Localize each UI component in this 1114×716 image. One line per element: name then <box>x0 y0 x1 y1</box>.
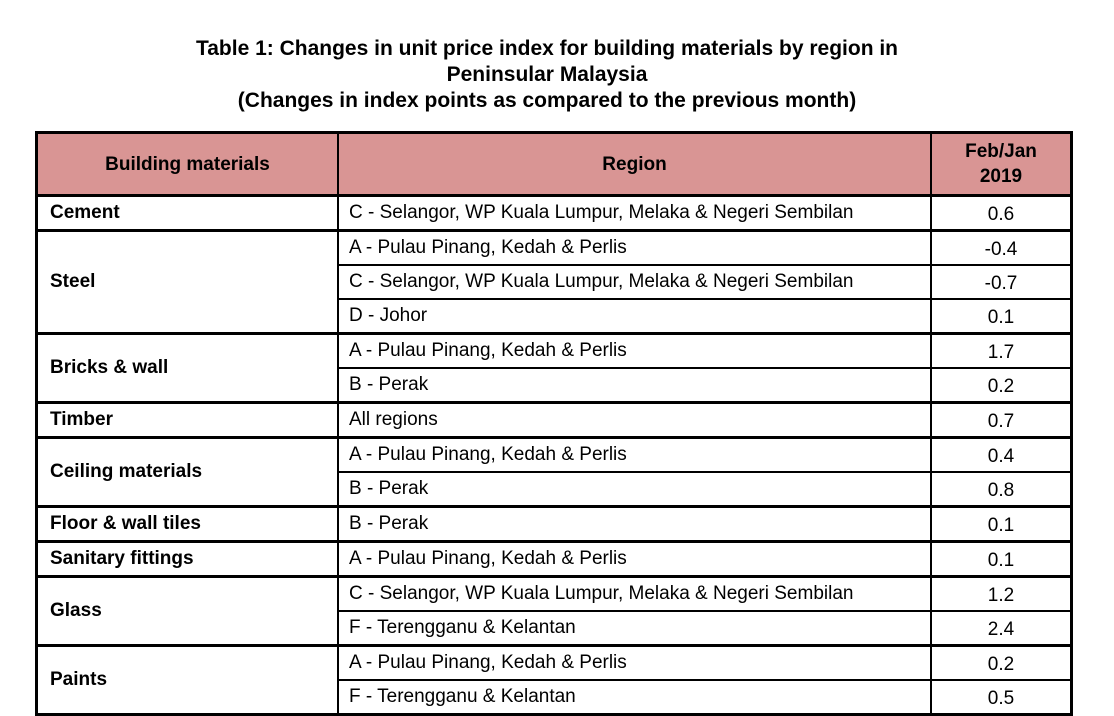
value-cell: 0.1 <box>930 505 1073 543</box>
header-region: Region <box>337 131 932 197</box>
value-cell: 0.2 <box>930 367 1073 404</box>
region-cell: B - Perak <box>337 367 932 404</box>
material-cell: Sanitary fittings <box>35 540 339 578</box>
region-cell: F - Terengganu & Kelantan <box>337 610 932 647</box>
region-cell: F - Terengganu & Kelantan <box>337 679 932 716</box>
value-cell: 0.2 <box>930 644 1073 681</box>
region-cell: B - Perak <box>337 505 932 543</box>
region-cell: A - Pulau Pinang, Kedah & Perlis <box>337 540 932 578</box>
material-cell: Steel <box>35 229 339 335</box>
table-row: B - Perak 0.8 <box>37 471 1073 508</box>
table-row: Bricks & wall A - Pulau Pinang, Kedah & P… <box>35 332 1073 404</box>
value-cell: 1.7 <box>930 332 1073 369</box>
region-cell: D - Johor <box>337 298 932 335</box>
region-cell: A - Pulau Pinang, Kedah & Perlis <box>337 229 932 266</box>
price-index-table: Building materials Region Feb/Jan 2019 Ce… <box>35 131 1073 716</box>
material-cell: Bricks & wall <box>35 332 339 404</box>
table-row: F - Terengganu & Kelantan 2.4 <box>37 610 1073 647</box>
region-cell: A - Pulau Pinang, Kedah & Perlis <box>337 644 932 681</box>
table-row: C - Selangor, WP Kuala Lumpur, Melaka & … <box>37 264 1073 300</box>
value-cell: -0.7 <box>930 264 1073 300</box>
value-cell: 0.4 <box>930 436 1073 473</box>
value-cell: 0.6 <box>930 194 1073 232</box>
material-cell: Timber <box>35 401 339 439</box>
table-row: Steel A - Pulau Pinang, Kedah & Perlis -0.… <box>35 229 1073 335</box>
table-row: Paints A - Pulau Pinang, Kedah & Perlis 0.… <box>35 644 1073 716</box>
header-materials: Building materials <box>35 131 339 197</box>
material-cell: Glass <box>35 575 339 647</box>
value-cell: 0.8 <box>930 471 1073 508</box>
header-period: Feb/Jan 2019 <box>930 131 1073 197</box>
value-cell: 2.4 <box>930 610 1073 647</box>
value-cell: 1.2 <box>930 575 1073 612</box>
region-cell: C - Selangor, WP Kuala Lumpur, Melaka & … <box>337 194 932 232</box>
value-cell: -0.4 <box>930 229 1073 266</box>
value-cell: 0.1 <box>930 540 1073 578</box>
region-cell: C - Selangor, WP Kuala Lumpur, Melaka & … <box>337 264 932 300</box>
value-cell: 0.5 <box>930 679 1073 716</box>
table-row: Floor & wall tiles B - Perak 0.1 <box>35 505 1073 543</box>
material-cell: Paints <box>35 644 339 716</box>
region-cell: B - Perak <box>337 471 932 508</box>
table-title: Table 1: Changes in unit price index for… <box>0 36 1094 114</box>
table-row: Ceiling materials A - Pulau Pinang, Kedah… <box>35 436 1073 508</box>
material-cell: Ceiling materials <box>35 436 339 508</box>
header-row: Building materials Region Feb/Jan 2019 <box>35 131 1073 197</box>
value-cell: 0.1 <box>930 298 1073 335</box>
table-row: Cement C - Selangor, WP Kuala Lumpur, Mel… <box>35 194 1073 232</box>
title-line-2: Peninsular Malaysia <box>446 63 648 86</box>
table-row: D - Johor 0.1 <box>37 298 1073 335</box>
region-cell: All regions <box>337 401 932 439</box>
table-row: Glass C - Selangor, WP Kuala Lumpur, Mela… <box>35 575 1073 647</box>
table-row: Sanitary fittings A - Pulau Pinang, Kedah… <box>35 540 1073 578</box>
table-row: Timber All regions 0.7 <box>35 401 1073 439</box>
value-cell: 0.7 <box>930 401 1073 439</box>
title-line-3: (Changes in index points as compared to … <box>237 89 857 112</box>
table-row: B - Perak 0.2 <box>37 367 1073 404</box>
title-line-1: Table 1: Changes in unit price index for… <box>195 37 899 60</box>
material-cell: Floor & wall tiles <box>35 505 339 543</box>
material-cell: Cement <box>35 194 339 232</box>
region-cell: C - Selangor, WP Kuala Lumpur, Melaka & … <box>337 575 932 612</box>
region-cell: A - Pulau Pinang, Kedah & Perlis <box>337 332 932 369</box>
region-cell: A - Pulau Pinang, Kedah & Perlis <box>337 436 932 473</box>
